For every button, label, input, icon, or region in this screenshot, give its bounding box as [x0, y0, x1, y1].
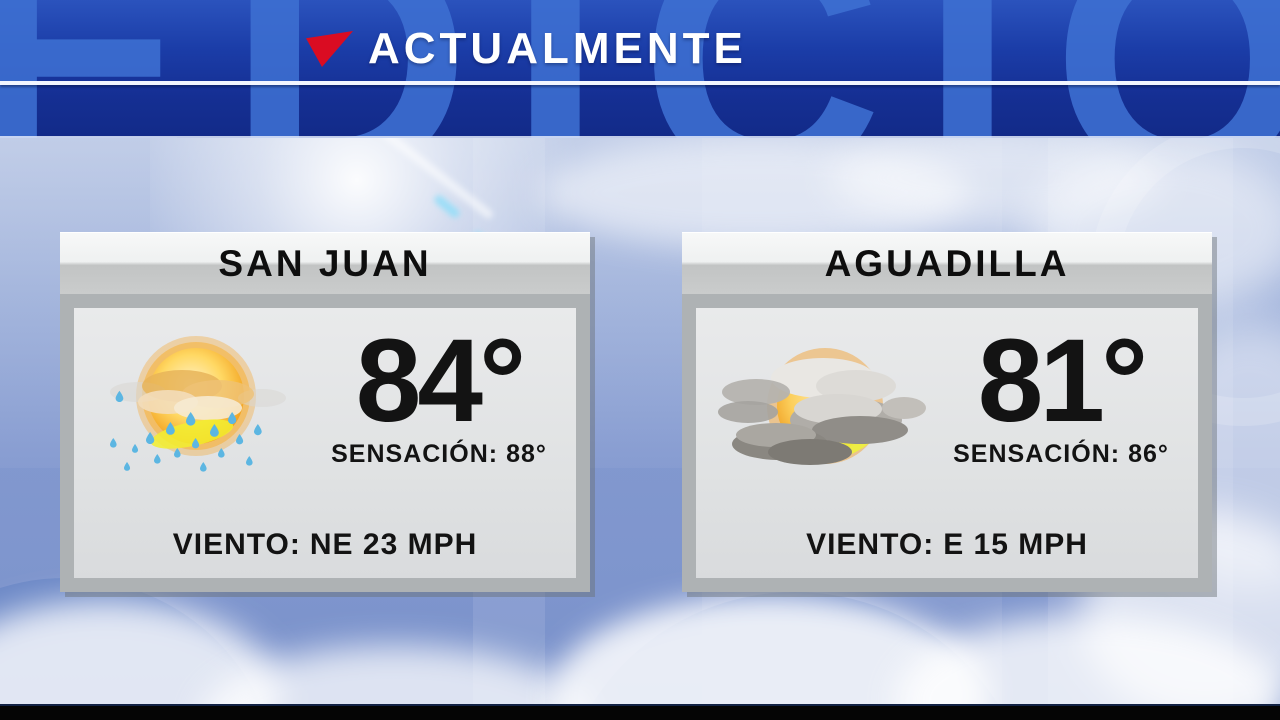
banner-bottom-edge [0, 136, 1280, 138]
card-body: 84° SENSACIÓN: 88° VIENTO: NE 23 MPH [60, 294, 590, 592]
wind-info: VIENTO: NE 23 MPH [172, 528, 478, 561]
temperature: 81° [977, 315, 1148, 447]
card-header: AGUADILLA [682, 232, 1212, 294]
bottom-letterbox-bar [0, 704, 1280, 720]
banner-title: ACTUALMENTE [368, 24, 747, 73]
sun-with-rain-icon [96, 332, 308, 504]
temperature: 84° [355, 315, 526, 447]
wind-info: VIENTO: E 15 MPH [806, 528, 1088, 561]
feels-like: SENSACIÓN: 88° [331, 440, 547, 468]
edicion-watermark: EDICION [0, 0, 1280, 138]
weather-card-aguadilla: AGUADILLA [682, 232, 1212, 592]
feels-like: SENSACIÓN: 86° [953, 440, 1169, 468]
banner-divider-line [0, 81, 1280, 85]
banner-title-group: ACTUALMENTE [306, 24, 747, 74]
city-name: AGUADILLA [824, 242, 1070, 284]
city-name: SAN JUAN [218, 242, 432, 284]
top-banner: EDICION ACTUALMENTE [0, 0, 1280, 138]
sun-behind-clouds-icon [718, 332, 930, 504]
card-header: SAN JUAN [60, 232, 590, 294]
card-body: 81° SENSACIÓN: 86° VIENTO: E 15 MPH [682, 294, 1212, 592]
weather-card-san-juan: SAN JUAN [60, 232, 590, 592]
red-flag-icon [306, 31, 353, 67]
